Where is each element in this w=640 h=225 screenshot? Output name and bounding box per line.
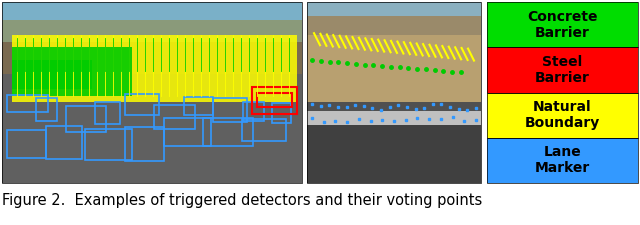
Bar	[95, 106, 138, 133]
Bar	[36, 106, 78, 134]
Bar	[2, 2, 302, 35]
Bar	[7, 99, 43, 117]
Bar	[12, 35, 297, 101]
Bar	[487, 92, 638, 138]
Bar	[125, 121, 175, 149]
Bar	[252, 87, 297, 114]
Bar	[257, 92, 292, 107]
Bar	[164, 124, 215, 149]
Bar	[2, 20, 302, 47]
Bar	[487, 138, 638, 183]
Bar	[213, 99, 248, 123]
Bar	[2, 42, 302, 74]
Text: Lane
Marker: Lane Marker	[535, 145, 590, 176]
Bar	[272, 99, 316, 124]
Bar	[12, 47, 132, 96]
Bar	[487, 2, 638, 47]
Bar	[307, 35, 481, 111]
Bar	[125, 100, 168, 124]
Bar	[307, 111, 481, 129]
Bar	[7, 116, 46, 150]
Text: Figure 2.  Examples of triggered detectors and their voting points: Figure 2. Examples of triggered detector…	[2, 193, 483, 208]
Bar	[487, 47, 638, 92]
Bar	[184, 99, 202, 128]
Text: Steel
Barrier: Steel Barrier	[535, 55, 590, 85]
Bar	[66, 104, 106, 132]
Bar	[307, 125, 481, 183]
Bar	[487, 47, 638, 92]
Bar	[242, 121, 282, 151]
Bar	[487, 138, 638, 183]
Text: Natural
Boundary: Natural Boundary	[525, 100, 600, 130]
Bar	[12, 60, 92, 89]
Bar	[2, 65, 302, 183]
Bar	[243, 102, 262, 125]
Bar	[307, 16, 481, 42]
Bar	[46, 120, 100, 152]
Bar	[307, 2, 481, 24]
Bar	[307, 2, 481, 183]
Bar	[154, 109, 193, 129]
Bar	[307, 101, 481, 183]
Bar	[203, 119, 245, 146]
Bar	[487, 2, 638, 47]
Bar	[487, 92, 638, 138]
Bar	[85, 120, 134, 150]
Bar	[2, 2, 302, 183]
Text: Concrete
Barrier: Concrete Barrier	[527, 9, 598, 40]
